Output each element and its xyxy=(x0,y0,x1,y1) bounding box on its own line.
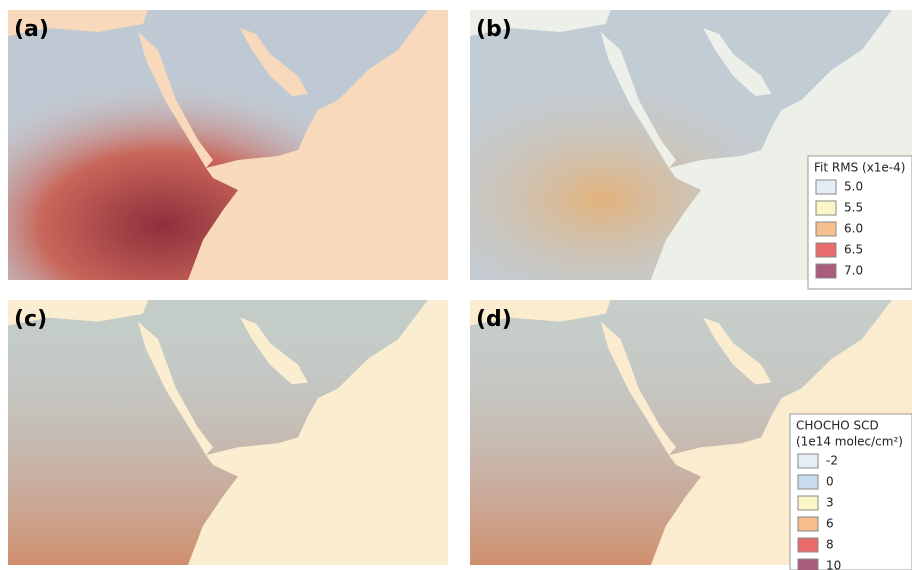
legend-label: 0 xyxy=(826,475,834,489)
legend-swatch xyxy=(816,201,836,215)
map-panel: (a) xyxy=(8,10,448,280)
panel-label: (a) xyxy=(14,17,49,42)
legend-title: CHOCHO SCD xyxy=(796,419,879,433)
legend-label: 3 xyxy=(826,496,834,510)
panel-label: (c) xyxy=(14,307,47,332)
legend: CHOCHO SCD (1e14 molec/cm²) -2 0 3 6 8 10 xyxy=(790,414,912,570)
legend-label: 5.0 xyxy=(844,180,863,194)
legend-swatch xyxy=(798,538,818,552)
panel-label: (b) xyxy=(476,17,512,42)
legend-swatch xyxy=(816,243,836,257)
map-figure: (a) (b) (c) (d) Fit RMS (x1e-4) 5.0 5.5 6.0 6.5 7… xyxy=(0,0,912,570)
legend-label: 8 xyxy=(826,538,834,552)
legend-label: 6.0 xyxy=(844,222,863,236)
legend-label: 5.5 xyxy=(844,201,863,215)
legend-label: -2 xyxy=(826,454,838,468)
legend-swatch xyxy=(816,222,836,236)
legend-swatch xyxy=(798,475,818,489)
legend-swatch xyxy=(816,264,836,278)
legend-title: (1e14 molec/cm²) xyxy=(796,435,903,449)
legend-label: 6.5 xyxy=(844,243,863,257)
legend: Fit RMS (x1e-4) 5.0 5.5 6.0 6.5 7.0 xyxy=(808,156,912,289)
legend-label: 7.0 xyxy=(844,264,863,278)
panel-label: (d) xyxy=(476,307,512,332)
legend-swatch xyxy=(798,496,818,510)
map-content xyxy=(8,10,448,280)
legend-title: Fit RMS (x1e-4) xyxy=(814,161,905,175)
map-content xyxy=(8,300,448,565)
legend-swatch xyxy=(798,559,818,570)
figure: (a) (b) (c) (d) Fit RMS (x1e-4) 5.0 5.5 6.0 6.5 7… xyxy=(0,0,912,570)
legend-label: 6 xyxy=(826,517,834,531)
legend-swatch xyxy=(816,180,836,194)
legend-swatch xyxy=(798,454,818,468)
legend-swatch xyxy=(798,517,818,531)
map-panel: (c) xyxy=(8,300,448,565)
legend-label: 10 xyxy=(826,559,841,570)
